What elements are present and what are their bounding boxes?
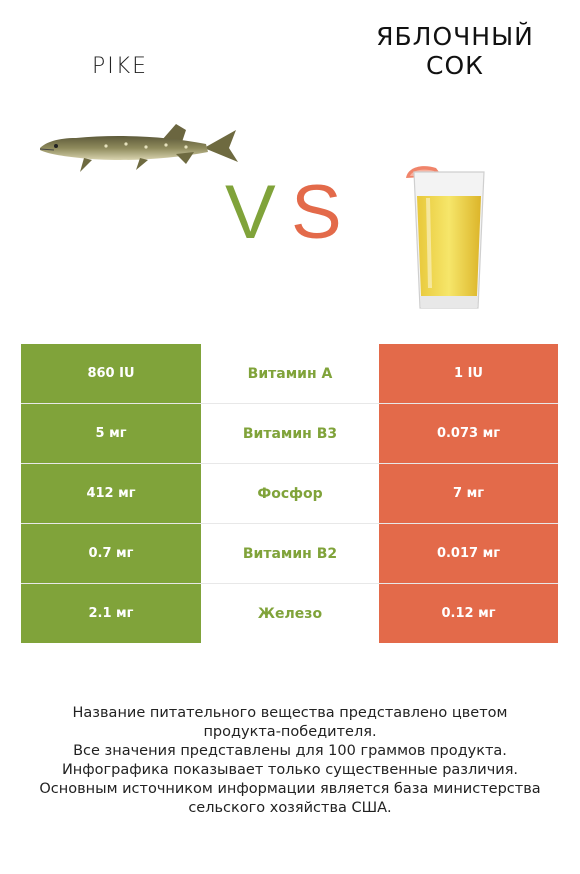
pike-fish-image — [39, 124, 238, 172]
footer-line: Основным источником информации является … — [39, 781, 541, 797]
footer-line: Инфографика показывает только существенн… — [61, 762, 519, 778]
nutrient-name: Витамин B3 — [201, 404, 379, 463]
footer-line: Все значения представлены для 100 граммо… — [73, 743, 507, 759]
right-value: 1 IU — [379, 344, 558, 403]
footer-notes: Название питательного вещества представл… — [20, 704, 560, 818]
left-product-title: PIKE — [91, 54, 149, 79]
table-row: 412 мг Фосфор 7 мг — [21, 464, 558, 524]
left-value: 2.1 мг — [21, 584, 201, 643]
right-value: 0.12 мг — [379, 584, 558, 643]
table-row: 0.7 мг Витамин B2 0.017 мг — [21, 524, 558, 584]
comparison-table: 860 IU Витамин A 1 IU 5 мг Витамин B3 0.… — [21, 344, 558, 643]
right-title-line-2: СОК — [426, 51, 484, 80]
left-value: 5 мг — [21, 404, 201, 463]
footer-line: Название питательного вещества представл… — [72, 705, 508, 721]
nutrient-name: Железо — [201, 584, 379, 643]
left-value: 860 IU — [21, 344, 201, 403]
right-title-line-1: ЯБЛОЧНЫЙ — [376, 22, 534, 51]
footer-line: продукта-победителя. — [203, 724, 377, 740]
nutrient-name: Витамин A — [201, 344, 379, 403]
nutrient-name: Фосфор — [201, 464, 379, 523]
nutrient-name: Витамин B2 — [201, 524, 379, 583]
vs-s-letter: S — [291, 170, 342, 255]
left-value: 0.7 мг — [21, 524, 201, 583]
right-product-title: ЯБЛОЧНЫЙ СОК — [350, 22, 560, 80]
table-row: 860 IU Витамин A 1 IU — [21, 344, 558, 404]
vs-label: V S — [225, 168, 355, 258]
left-value: 412 мг — [21, 464, 201, 523]
right-value: 7 мг — [379, 464, 558, 523]
right-value: 0.017 мг — [379, 524, 558, 583]
right-value: 0.073 мг — [379, 404, 558, 463]
apple-juice-glass-image — [406, 166, 485, 309]
vs-v-letter: V — [225, 170, 276, 255]
table-row: 5 мг Витамин B3 0.073 мг — [21, 404, 558, 464]
table-row: 2.1 мг Железо 0.12 мг — [21, 584, 558, 643]
footer-line: сельского хозяйства США. — [188, 800, 392, 816]
